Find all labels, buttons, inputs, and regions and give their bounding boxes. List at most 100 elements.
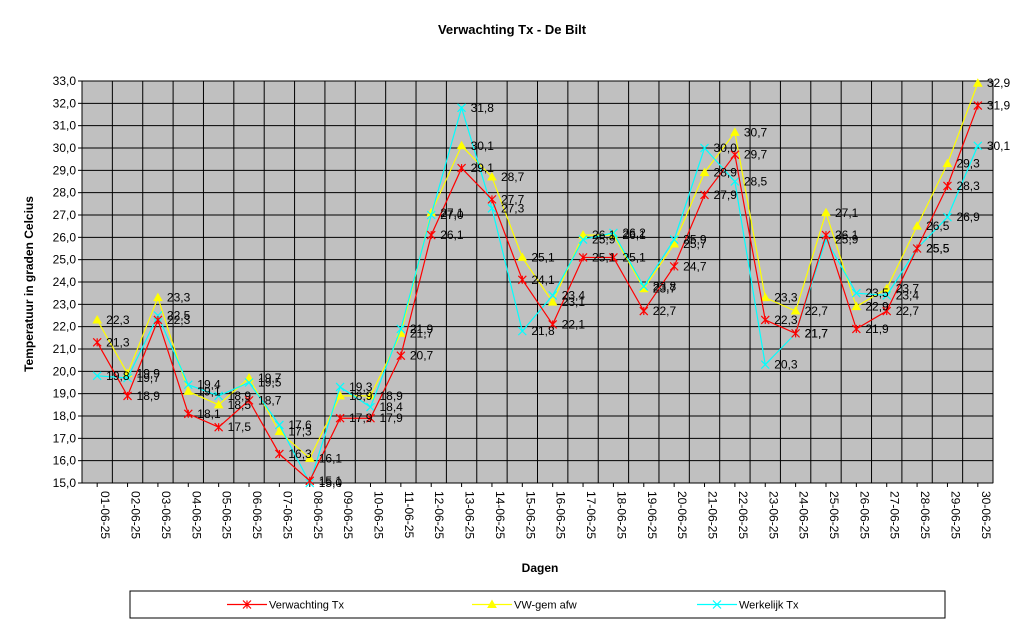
- data-label: 22,1: [562, 317, 586, 331]
- y-tick-label: 18,0: [53, 409, 77, 423]
- data-point: [851, 324, 861, 334]
- data-point-stroke: [851, 288, 861, 298]
- data-label: 23,4: [896, 288, 920, 302]
- data-point-stroke: [214, 391, 224, 401]
- data-label: 25,9: [683, 233, 707, 247]
- data-label: 18,9: [379, 389, 403, 403]
- data-label: 16,1: [319, 451, 343, 465]
- data-label: 30,1: [987, 139, 1011, 153]
- data-label: 28,5: [744, 175, 768, 189]
- x-tick-label: 01-06-25: [98, 491, 112, 539]
- data-point-stroke: [457, 103, 467, 113]
- data-label: 17,3: [288, 425, 312, 439]
- data-point: [712, 600, 722, 609]
- data-point: [943, 212, 952, 222]
- data-label: 15,1: [319, 474, 343, 488]
- data-point: [639, 282, 649, 291]
- data-point: [183, 386, 194, 395]
- x-tick-label: 08-06-25: [311, 491, 325, 539]
- data-point: [669, 261, 679, 271]
- x-tick-label: 07-06-25: [280, 491, 294, 539]
- data-label: 17,9: [379, 411, 403, 425]
- data-point: [578, 230, 588, 239]
- legend: Verwachting Tx VW-gem afw Werkelijk Tx: [129, 590, 946, 619]
- data-label: 23,3: [167, 291, 191, 305]
- series-line: [96, 105, 979, 482]
- data-label: 29,3: [956, 157, 980, 171]
- data-point: [366, 413, 375, 423]
- data-point: [487, 172, 497, 181]
- data-label: 22,9: [865, 300, 889, 314]
- data-label: 21,7: [805, 326, 829, 340]
- x-tick-label: 27-06-25: [888, 491, 902, 539]
- data-point-stroke: [882, 290, 892, 300]
- data-label: 18,1: [197, 407, 221, 421]
- x-tick-label: 17-06-25: [584, 491, 598, 539]
- data-point: [882, 290, 892, 300]
- data-point-stroke: [548, 290, 558, 300]
- y-tick-label: 33,0: [53, 74, 77, 88]
- data-label: 17,5: [228, 420, 252, 434]
- data-point: [153, 315, 163, 325]
- data-label: 30,7: [744, 125, 768, 139]
- data-point: [821, 230, 831, 240]
- data-label: 27,1: [440, 206, 464, 220]
- data-point: [213, 399, 224, 409]
- data-label: 21,9: [410, 322, 434, 336]
- x-tick-label: 09-06-25: [341, 491, 355, 539]
- data-point-stroke: [639, 282, 649, 291]
- data-point: [457, 163, 467, 173]
- x-tick-label: 04-06-25: [189, 491, 203, 539]
- data-label: 21,9: [865, 322, 889, 336]
- data-label: 26,1: [835, 228, 859, 242]
- data-label: 19,1: [197, 384, 221, 398]
- x-tick-label: 13-06-25: [463, 491, 477, 539]
- data-point: [912, 221, 922, 230]
- data-point-stroke: [608, 228, 618, 238]
- data-point: [92, 314, 103, 324]
- y-tick-label: 27,0: [53, 208, 77, 222]
- data-point-stroke: [578, 235, 588, 244]
- y-tick-label: 17,0: [53, 431, 77, 445]
- data-label: 20,3: [774, 358, 798, 372]
- data-point-stroke: [730, 177, 740, 186]
- data-label: 30,0: [714, 141, 738, 155]
- data-point: [548, 290, 558, 300]
- x-tick-label: 03-06-25: [159, 491, 173, 539]
- x-tick-label: 12-06-25: [432, 491, 446, 539]
- data-point: [730, 177, 740, 186]
- data-point: [972, 78, 983, 87]
- y-axis-title: Temperatuur in graden Celcius: [22, 196, 36, 372]
- data-point-stroke: [153, 311, 163, 320]
- data-label: 19,4: [197, 378, 221, 392]
- x-tick-label: 28-06-25: [918, 491, 932, 539]
- data-point-stroke: [92, 371, 102, 381]
- data-label: 19,5: [258, 376, 282, 390]
- y-tick-label: 29,0: [53, 163, 77, 177]
- data-point: [578, 253, 588, 262]
- y-tick-label: 30,0: [53, 141, 77, 155]
- data-point: [699, 167, 710, 177]
- data-point: [335, 382, 345, 392]
- data-label: 23,8: [653, 279, 677, 293]
- y-tick-label: 20,0: [53, 364, 77, 378]
- data-point-stroke: [973, 141, 983, 151]
- data-point: [517, 326, 527, 336]
- data-label: 26,1: [592, 228, 616, 242]
- data-point: [821, 207, 831, 217]
- data-label: 22,3: [167, 313, 191, 327]
- data-label: 26,9: [956, 210, 980, 224]
- x-tick-label: 20-06-25: [675, 491, 689, 539]
- data-point-stroke: [712, 600, 722, 609]
- data-point: [487, 599, 497, 608]
- data-label: 22,7: [805, 304, 829, 318]
- x-tick-label: 21-06-25: [706, 491, 720, 539]
- series-line: [97, 105, 979, 485]
- data-label: 27,7: [501, 192, 525, 206]
- x-tick-label: 29-06-25: [948, 491, 962, 539]
- data-point: [760, 292, 771, 302]
- data-label: 25,5: [926, 242, 950, 256]
- data-label: 22,7: [653, 304, 677, 318]
- data-label: 21,7: [805, 326, 829, 340]
- data-label: 26,2: [622, 226, 646, 240]
